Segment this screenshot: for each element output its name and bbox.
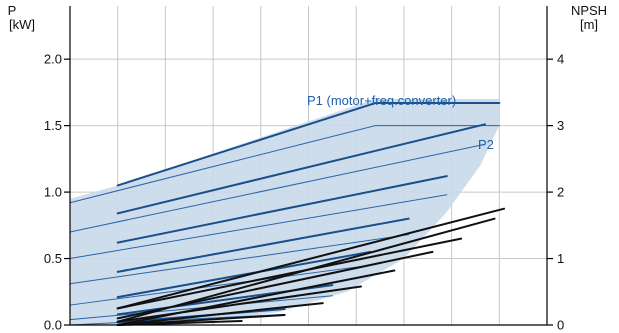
p2-line-4 (69, 234, 410, 285)
npsh-line-4 (116, 250, 434, 320)
left-tick-label: 1.5 (44, 118, 62, 133)
right-tick-label: 2 (557, 185, 564, 200)
p1-line-2 (116, 123, 486, 215)
p1-annotation: P1 (motor+freq.converter) (307, 93, 456, 108)
p1-line-3 (116, 175, 448, 244)
p2-line-1 (69, 125, 500, 204)
right-axis-title-line1: NPSH (571, 3, 607, 18)
left-axis-title-line2: [kW] (9, 17, 35, 32)
p2-annotation: P2 (478, 137, 494, 152)
left-axis-title-line1: P (8, 3, 17, 18)
npsh-line-6 (116, 285, 362, 323)
p2-line-7 (69, 313, 286, 326)
p1-line-4 (116, 217, 410, 273)
npsh-line-3 (116, 237, 463, 310)
npsh-line-7 (116, 302, 324, 326)
p1-line-5 (116, 250, 372, 299)
right-axis-title-line2: [m] (580, 17, 598, 32)
right-tick-label: 1 (557, 251, 564, 266)
npsh-line-9 (116, 320, 243, 326)
p1-curves (116, 102, 501, 324)
npsh-curves (116, 207, 506, 326)
left-tick-label: 1.0 (44, 185, 62, 200)
p2-line-2 (69, 143, 486, 233)
p2-line-5 (69, 264, 372, 306)
p2-line-3 (69, 194, 448, 260)
tick-labels: 0.0 0.5 1.0 1.5 2.0 0 1 2 3 4 (44, 52, 564, 333)
left-tick-label: 0.0 (44, 318, 62, 333)
p1-line-1 (116, 102, 501, 187)
left-tick-label: 0.5 (44, 251, 62, 266)
right-tick-label: 0 (557, 318, 564, 333)
right-tick-label: 3 (557, 118, 564, 133)
right-tick-label: 4 (557, 52, 564, 67)
p2-curves (69, 125, 500, 326)
left-tick-label: 2.0 (44, 52, 62, 67)
npsh-line-1 (116, 207, 506, 310)
